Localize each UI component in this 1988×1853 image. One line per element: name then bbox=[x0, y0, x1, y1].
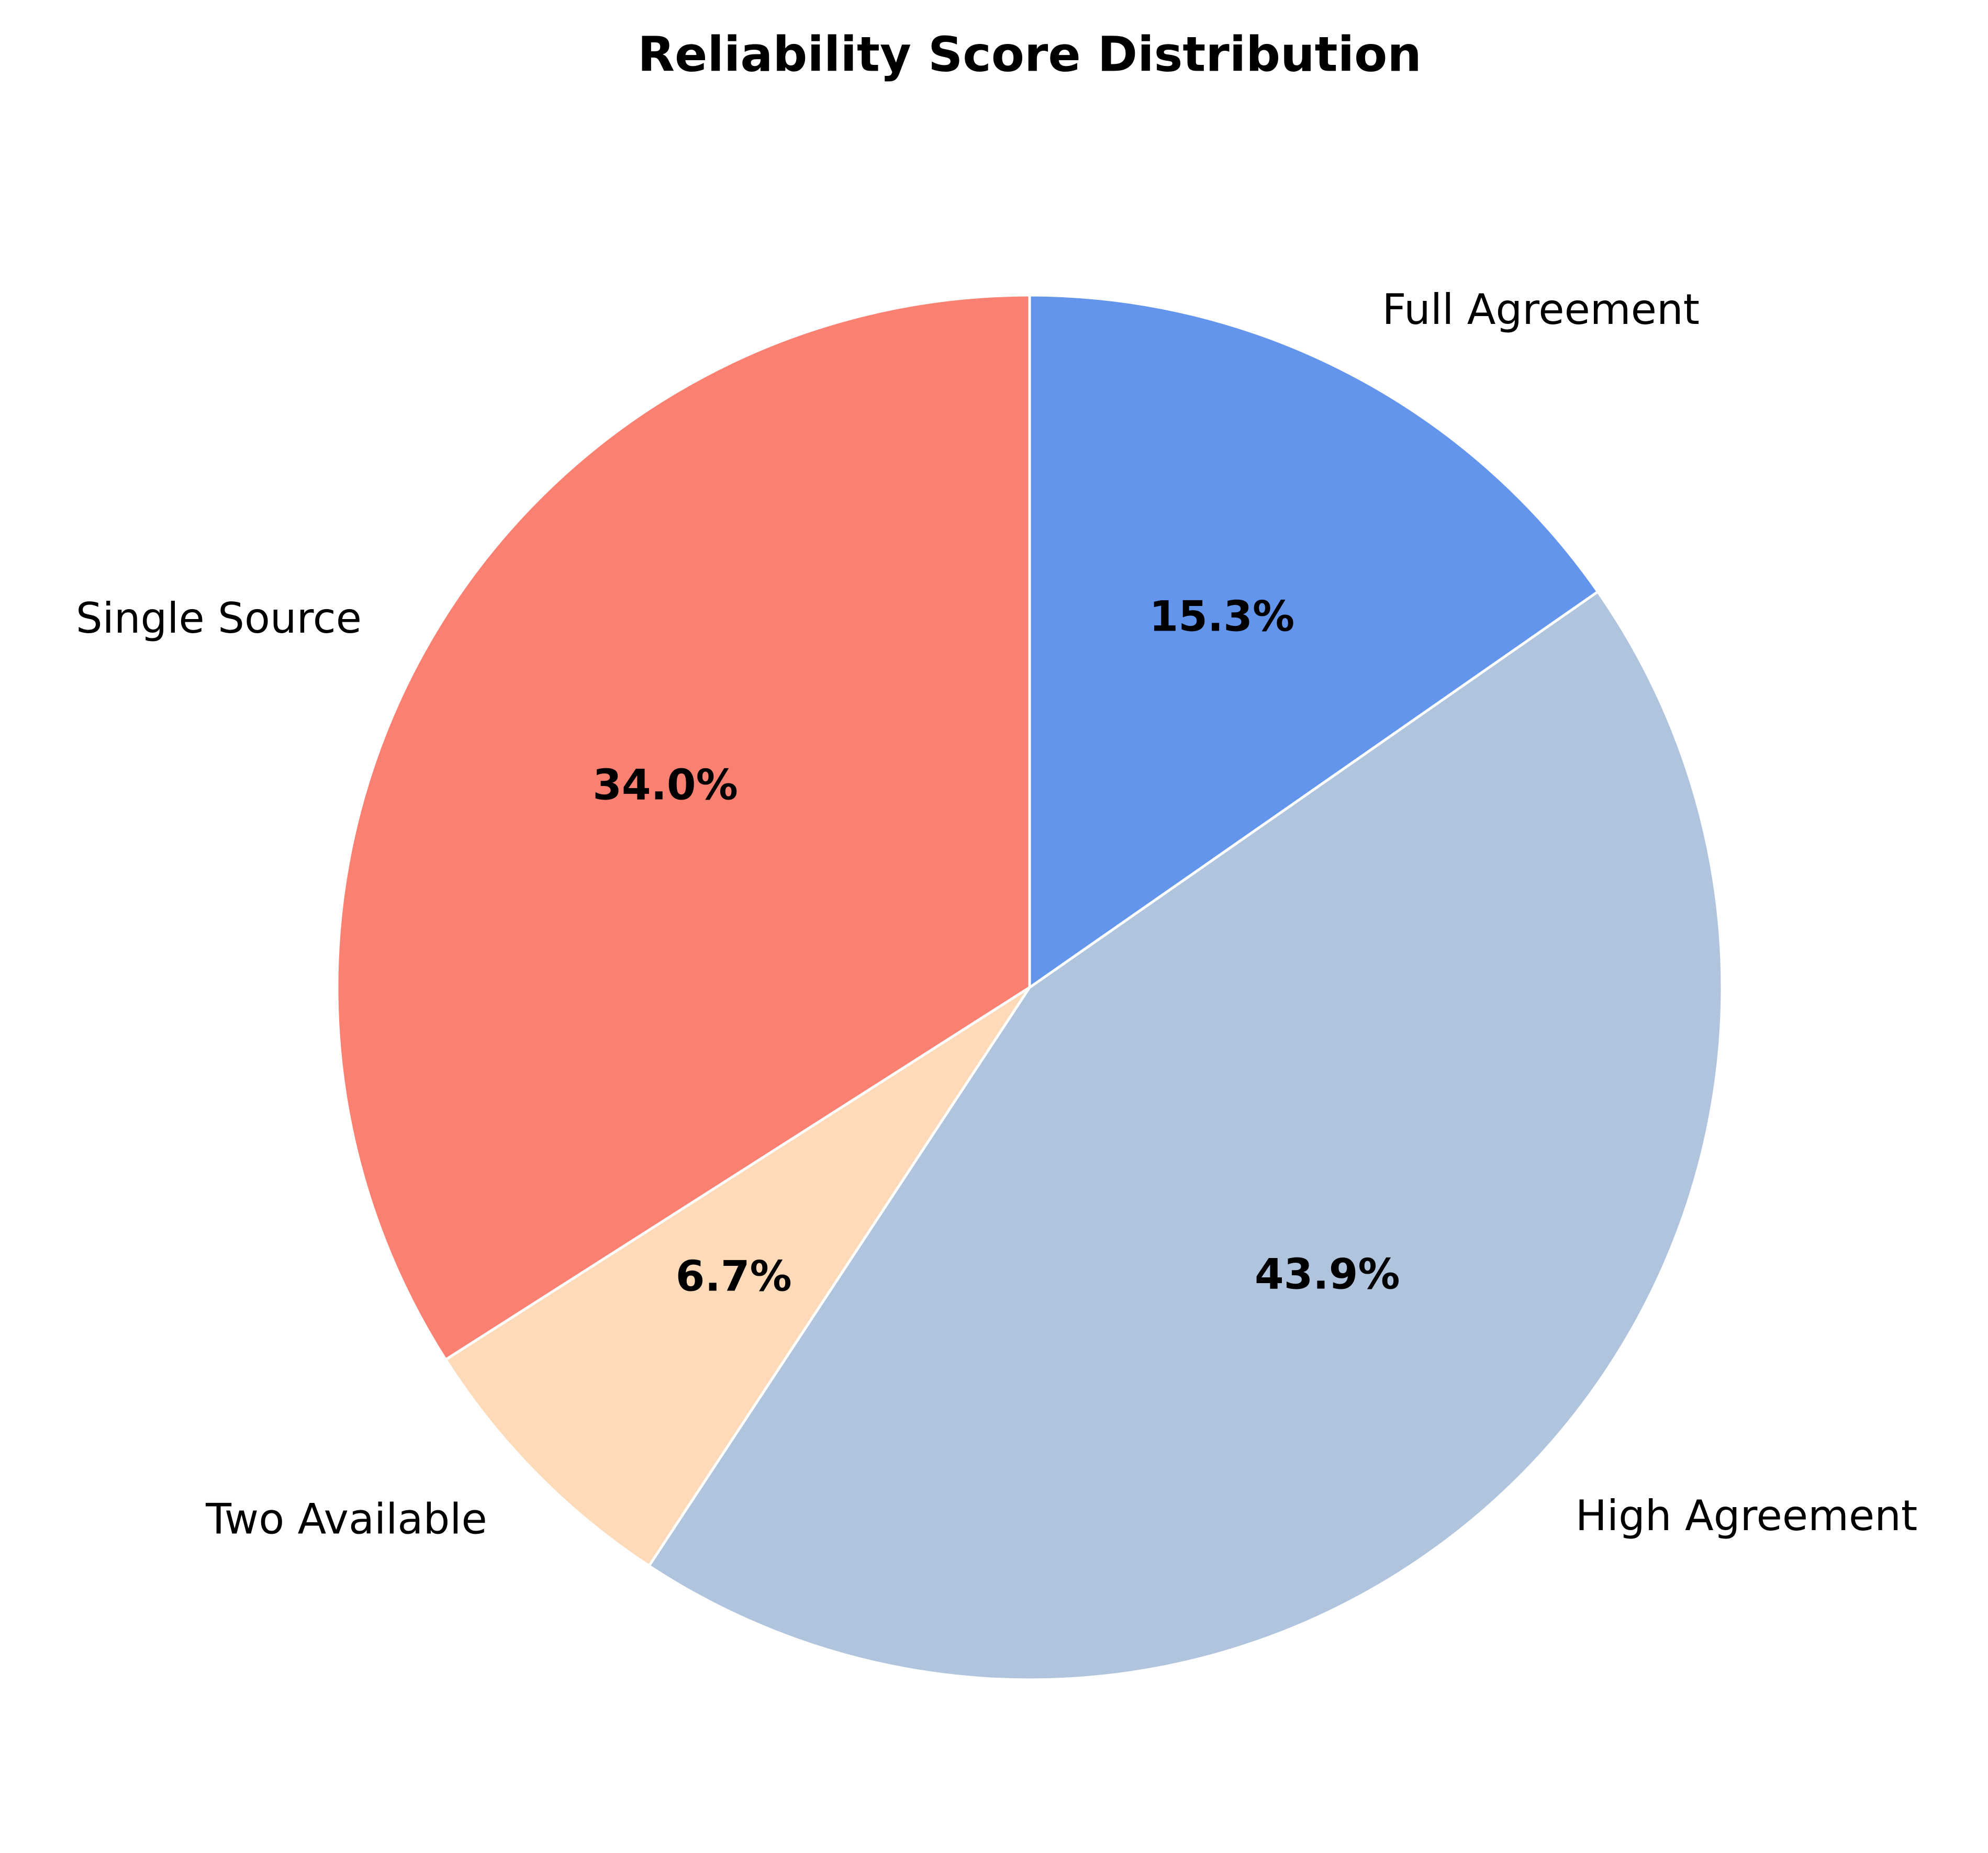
pie-slice bbox=[647, 590, 1724, 1681]
slice-label: Full Agreement bbox=[1382, 285, 1700, 334]
pie-slice bbox=[336, 294, 1031, 1362]
value-label: 15.3% bbox=[1149, 592, 1295, 641]
slice-label: Two Available bbox=[205, 1495, 487, 1544]
value-label: 43.9% bbox=[1255, 1250, 1400, 1299]
slice-label: High Agreement bbox=[1576, 1491, 1918, 1540]
slice-label: Single Source bbox=[76, 594, 362, 643]
chart-title: Reliability Score Distribution bbox=[638, 26, 1422, 82]
pie-slice bbox=[444, 986, 1031, 1568]
value-label: 6.7% bbox=[676, 1252, 792, 1300]
value-label: 34.0% bbox=[593, 760, 738, 809]
pie-slice bbox=[1028, 294, 1600, 990]
